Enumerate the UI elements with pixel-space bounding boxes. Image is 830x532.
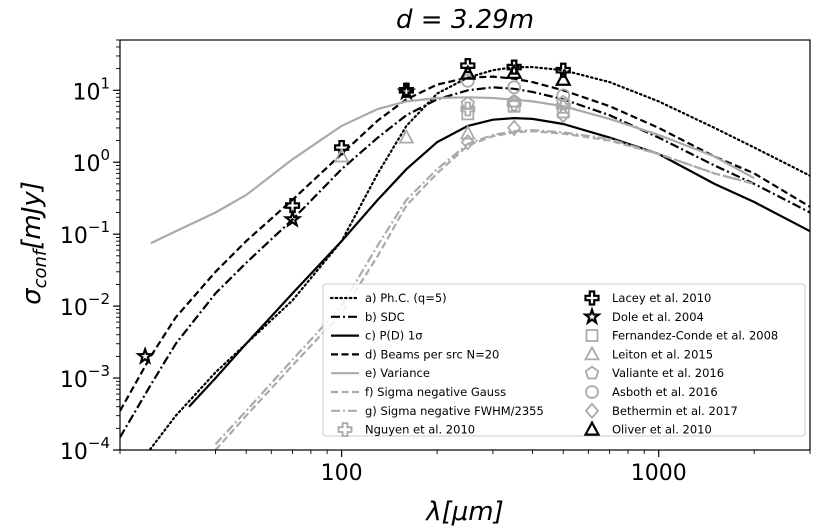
- y-tick-label: 10−2: [60, 290, 110, 321]
- marker-square-4: [556, 105, 570, 119]
- legend-label: e) Variance: [365, 366, 430, 380]
- marker-triangle-5: [459, 124, 476, 140]
- legend-marker-swatch: [584, 365, 600, 380]
- marker-circle-7: [460, 74, 475, 88]
- legend-marker-swatch: [584, 290, 600, 306]
- marker-circle-7: [556, 88, 571, 103]
- legend-marker-swatch: [583, 345, 601, 361]
- y-tick-label: 10−3: [60, 362, 110, 393]
- marker-cross-thin-1: [555, 98, 571, 114]
- marker-cross-thin-1: [460, 101, 476, 117]
- legend-label: Leiton et al. 2015: [612, 347, 713, 361]
- legend-box: [322, 283, 806, 437]
- marker-square-4: [507, 99, 521, 113]
- legend-marker-swatch: [585, 385, 599, 399]
- marker-square-4: [461, 107, 475, 121]
- marker-diamond-8: [460, 133, 475, 151]
- marker-diamond-8: [506, 119, 522, 137]
- marker-triangle-9: [459, 64, 477, 80]
- legend-label: g) Sigma negative FWHM/2355: [365, 404, 544, 418]
- chart-title: d = 3.29m: [396, 5, 534, 35]
- series-line-3: [188, 116, 810, 408]
- legend-label: a) Ph.C. (q=5): [365, 291, 447, 305]
- axis-ticks: 10−4 10−3 10−2 10−1 100 101 100 1000: [60, 39, 811, 486]
- legend-marker-swatch: [582, 306, 602, 326]
- y-tick-label: 10−4: [60, 434, 110, 465]
- legend-marker-swatch: [584, 402, 600, 420]
- marker-cross-2: [334, 139, 350, 156]
- legend-label: Dole et al. 2004: [612, 310, 704, 324]
- marker-triangle-5: [333, 147, 350, 163]
- marker-star-3: [396, 81, 417, 101]
- marker-diamond-8: [556, 106, 571, 124]
- series-line-4: [120, 75, 810, 412]
- legend-label: Fernandez-Conde et al. 2008: [612, 329, 778, 343]
- marker-triangle-5: [398, 128, 415, 144]
- x-tick-label: 100: [321, 461, 363, 486]
- y-tick-label: 10−1: [60, 218, 110, 249]
- legend-label: c) P(D) 1σ: [365, 329, 423, 343]
- legend-label: d) Beams per src N=20: [365, 347, 499, 361]
- legend-label: Asboth et al. 2016: [612, 385, 718, 399]
- series-line-5: [150, 96, 755, 245]
- legend-label: Bethermin et al. 2017: [612, 404, 738, 418]
- legend: a) Ph.C. (q=5) b) SDC c) P(D) 1σ d) Beams p…: [322, 283, 806, 438]
- legend-label: Nguyen et al. 2010: [365, 423, 475, 437]
- y-axis-label: σconf[mJy]: [17, 181, 51, 305]
- marker-cross-2: [284, 197, 301, 214]
- marker-cross-2: [506, 59, 522, 75]
- plot-frame: [119, 39, 811, 451]
- legend-marker-swatch: [583, 420, 601, 436]
- legend-label: Oliver et al. 2010: [612, 423, 712, 437]
- marker-triangle-9: [505, 63, 523, 79]
- marker-star-3: [135, 346, 155, 365]
- x-axis-label: λ[μm]: [424, 497, 504, 527]
- legend-label: Lacey et al. 2010: [612, 291, 711, 305]
- marker-circle-7: [507, 80, 522, 95]
- series-lines: [120, 66, 810, 450]
- legend-label: b) SDC: [365, 310, 405, 324]
- legend-label: f) Sigma negative Gauss: [365, 385, 506, 399]
- legend-label: Valiante et al. 2016: [612, 366, 724, 380]
- y-tick-label: 100: [72, 146, 110, 177]
- marker-star-3: [282, 209, 303, 228]
- marker-pentagon-6: [460, 96, 476, 110]
- legend-marker-swatch: [585, 329, 599, 343]
- marker-pentagon-6: [506, 93, 522, 108]
- marker-triangle-9: [554, 70, 572, 86]
- data-markers: [135, 58, 572, 365]
- y-tick-label: 101: [72, 74, 110, 105]
- legend-marker-swatch: [337, 422, 353, 438]
- x-tick-label: 1000: [631, 461, 687, 486]
- series-line-7: [214, 128, 755, 446]
